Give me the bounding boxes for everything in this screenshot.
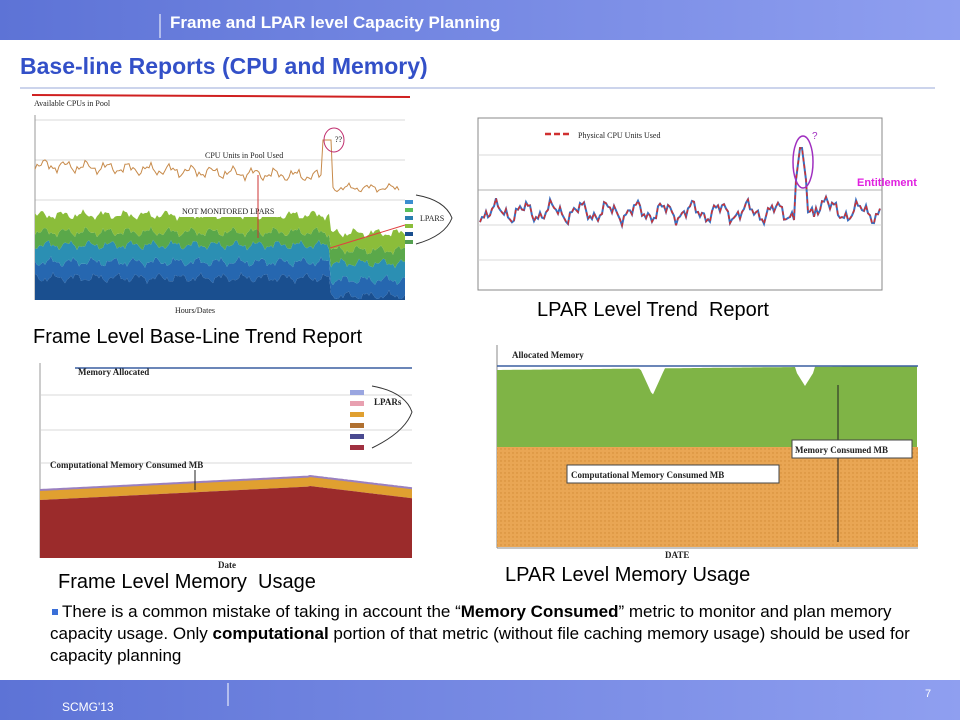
legend-swatch <box>405 200 413 204</box>
fig-label: ?? <box>335 135 343 144</box>
figures: Available CPUs in Pool?? CPU Units in Poo… <box>31 92 918 593</box>
fig-label: Computational Memory Consumed MB <box>50 460 203 470</box>
fig-label: Entitlement <box>857 177 917 189</box>
fig-label: Allocated Memory <box>512 350 584 360</box>
legend-swatch <box>350 390 364 395</box>
text: There is a common mistake of taking in a… <box>62 602 461 621</box>
legend-swatch <box>405 224 413 228</box>
stacked-area <box>35 226 405 269</box>
caption: Frame Level Memory Usage <box>58 571 316 593</box>
memory-area <box>40 486 412 558</box>
fig-label: Memory Allocated <box>78 367 149 377</box>
bold-text: computational <box>212 624 329 643</box>
top-rule <box>31 94 411 98</box>
page-number: 7 <box>925 688 931 700</box>
slide-title: Base-line Reports (CPU and Memory) <box>20 53 428 79</box>
footer-band <box>0 680 960 720</box>
header-title: Frame and LPAR level Capacity Planning <box>170 13 500 32</box>
label-box <box>791 439 913 459</box>
legend-swatch <box>405 240 413 244</box>
legend-swatch <box>350 445 364 450</box>
footer-left: SCMG'13 <box>62 700 114 714</box>
stacked-area <box>35 272 405 300</box>
bullet-text: There is a common mistake of taking in a… <box>50 601 950 667</box>
stacked-area <box>35 256 405 299</box>
fig-label: Memory Consumed MB <box>795 445 888 455</box>
memory-area <box>497 365 917 447</box>
legend-swatch <box>405 232 413 236</box>
bold-text: Memory Consumed <box>460 602 619 621</box>
legend-swatch <box>350 412 364 417</box>
text: ” metric to monitor and plan memory capa… <box>50 602 892 643</box>
spike-mark <box>792 135 814 189</box>
label-box <box>566 464 780 484</box>
trend-line-red <box>479 147 881 229</box>
fig-label: Physical CPU Units Used <box>578 131 660 140</box>
caption: LPAR Level Trend Report <box>537 299 769 321</box>
fig-label: LPARS <box>420 214 444 223</box>
legend-brace <box>371 385 413 449</box>
memory-area <box>497 447 918 547</box>
text: portion of that metric (without file cac… <box>50 624 910 665</box>
memory-edge <box>39 474 413 491</box>
cpu-line <box>34 139 400 193</box>
legend-swatch <box>350 401 364 406</box>
fig-label: Hours/Dates <box>175 306 215 315</box>
stacked-area <box>35 209 405 255</box>
fig-label: NOT MONITORED LPARS <box>182 207 274 216</box>
bullet-marker <box>52 608 58 615</box>
spike-mark <box>323 127 345 153</box>
fig-label: Available CPUs in Pool <box>34 99 111 108</box>
caption: LPAR Level Memory Usage <box>505 564 750 586</box>
legend-swatch <box>350 434 364 439</box>
fig-label: CPU Units in Pool Used <box>205 151 283 160</box>
fig-label: Computational Memory Consumed MB <box>571 470 724 480</box>
memory-area <box>40 476 412 500</box>
legend-swatch <box>405 216 413 220</box>
red-line <box>329 224 406 249</box>
legend-swatch <box>350 423 364 428</box>
fig-label: DATE <box>665 550 689 560</box>
label-bg <box>180 206 280 217</box>
fig-label: Date <box>218 560 236 570</box>
fig-label: ? <box>812 131 818 142</box>
stacked-area <box>35 239 405 286</box>
caption: Frame Level Base-Line Trend Report <box>33 326 362 348</box>
legend-brace <box>415 194 453 245</box>
plot-frame <box>477 117 883 291</box>
legend-swatch <box>405 208 413 212</box>
fig-label: LPARs <box>374 397 402 407</box>
